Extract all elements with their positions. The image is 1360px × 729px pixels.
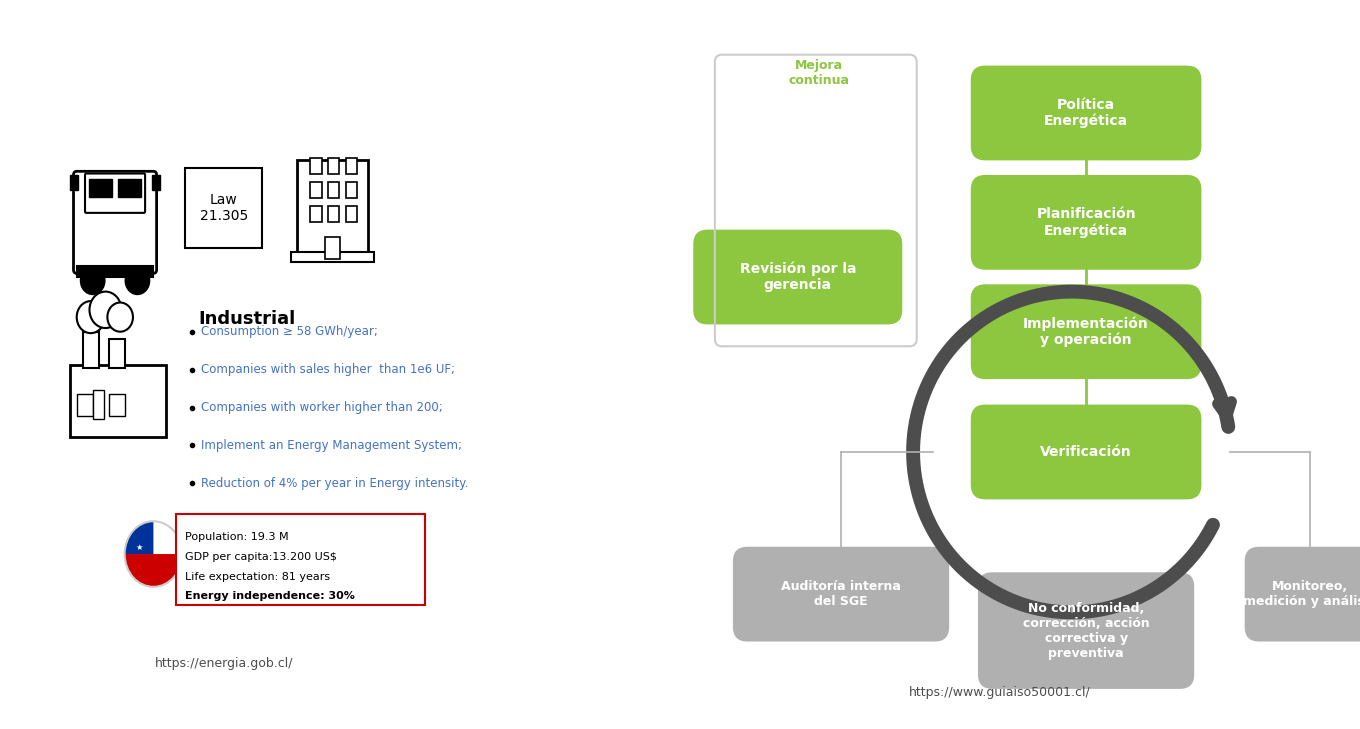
- Wedge shape: [125, 521, 154, 554]
- Bar: [310, 182, 321, 198]
- Text: https://energia.gob.cl/: https://energia.gob.cl/: [155, 657, 292, 670]
- Text: Planificación
Energética: Planificación Energética: [1036, 207, 1136, 238]
- Text: https://www.guiaiso50001.cl/: https://www.guiaiso50001.cl/: [908, 686, 1091, 699]
- Bar: [328, 182, 340, 198]
- Text: Política
Energética: Política Energética: [1044, 98, 1129, 128]
- Bar: [325, 237, 340, 259]
- Text: GDP per capita:13.200 US$: GDP per capita:13.200 US$: [185, 552, 337, 562]
- Bar: [310, 206, 321, 222]
- Circle shape: [90, 292, 121, 328]
- FancyBboxPatch shape: [175, 514, 426, 605]
- Text: Mejora
continua: Mejora continua: [789, 59, 850, 87]
- Bar: [76, 394, 92, 416]
- Bar: [152, 175, 159, 190]
- Bar: [92, 390, 105, 419]
- Text: Energy independence: 30%: Energy independence: 30%: [185, 591, 355, 601]
- Text: Law
21.305: Law 21.305: [200, 192, 248, 223]
- Bar: [109, 339, 125, 368]
- Bar: [71, 175, 78, 190]
- FancyBboxPatch shape: [1244, 547, 1360, 642]
- Text: Implementación
y operación: Implementación y operación: [1023, 316, 1149, 347]
- FancyBboxPatch shape: [73, 171, 156, 273]
- Text: Monitoreo,
medición y análisis: Monitoreo, medición y análisis: [1243, 580, 1360, 608]
- Bar: [345, 206, 358, 222]
- FancyBboxPatch shape: [978, 572, 1194, 689]
- Text: Revisión por la
gerencia: Revisión por la gerencia: [740, 262, 855, 292]
- Wedge shape: [125, 554, 182, 587]
- Bar: [328, 206, 340, 222]
- Bar: [345, 182, 358, 198]
- Bar: [291, 252, 374, 262]
- FancyBboxPatch shape: [694, 230, 902, 324]
- Bar: [328, 158, 340, 174]
- Text: Companies with sales higher  than 1e6 UF;: Companies with sales higher than 1e6 UF;: [201, 363, 456, 376]
- Text: Companies with worker higher than 200;: Companies with worker higher than 200;: [201, 401, 443, 414]
- Text: Consumption ≥ 58 GWh/year;: Consumption ≥ 58 GWh/year;: [201, 325, 378, 338]
- FancyBboxPatch shape: [971, 405, 1201, 499]
- FancyBboxPatch shape: [971, 66, 1201, 160]
- Text: Industrial: Industrial: [199, 310, 295, 328]
- FancyBboxPatch shape: [971, 284, 1201, 379]
- FancyBboxPatch shape: [185, 168, 262, 248]
- Text: Population: 19.3 M: Population: 19.3 M: [185, 532, 288, 542]
- Bar: [109, 394, 125, 416]
- Bar: [90, 179, 112, 197]
- Text: Implement an Energy Management System;: Implement an Energy Management System;: [201, 439, 462, 452]
- Bar: [118, 179, 140, 197]
- FancyBboxPatch shape: [86, 174, 146, 213]
- Text: Auditoría interna
del SGE: Auditoría interna del SGE: [781, 580, 900, 608]
- FancyBboxPatch shape: [733, 547, 949, 642]
- Text: Reduction of 4% per year in Energy intensity.: Reduction of 4% per year in Energy inten…: [201, 477, 469, 490]
- Bar: [345, 158, 358, 174]
- Text: ★: ★: [135, 543, 143, 552]
- Bar: [83, 332, 99, 368]
- Text: Life expectation: 81 years: Life expectation: 81 years: [185, 572, 330, 582]
- Bar: [298, 160, 367, 255]
- Wedge shape: [125, 521, 182, 554]
- Text: Verificación: Verificación: [1040, 445, 1132, 459]
- Circle shape: [126, 268, 150, 294]
- Bar: [71, 364, 166, 437]
- Circle shape: [82, 268, 105, 294]
- Bar: [76, 266, 154, 277]
- Text: No conformidad,
corrección, acción
correctiva y
preventiva: No conformidad, corrección, acción corre…: [1023, 601, 1149, 660]
- FancyBboxPatch shape: [971, 175, 1201, 270]
- Circle shape: [76, 301, 105, 333]
- Circle shape: [107, 303, 133, 332]
- Bar: [310, 158, 321, 174]
